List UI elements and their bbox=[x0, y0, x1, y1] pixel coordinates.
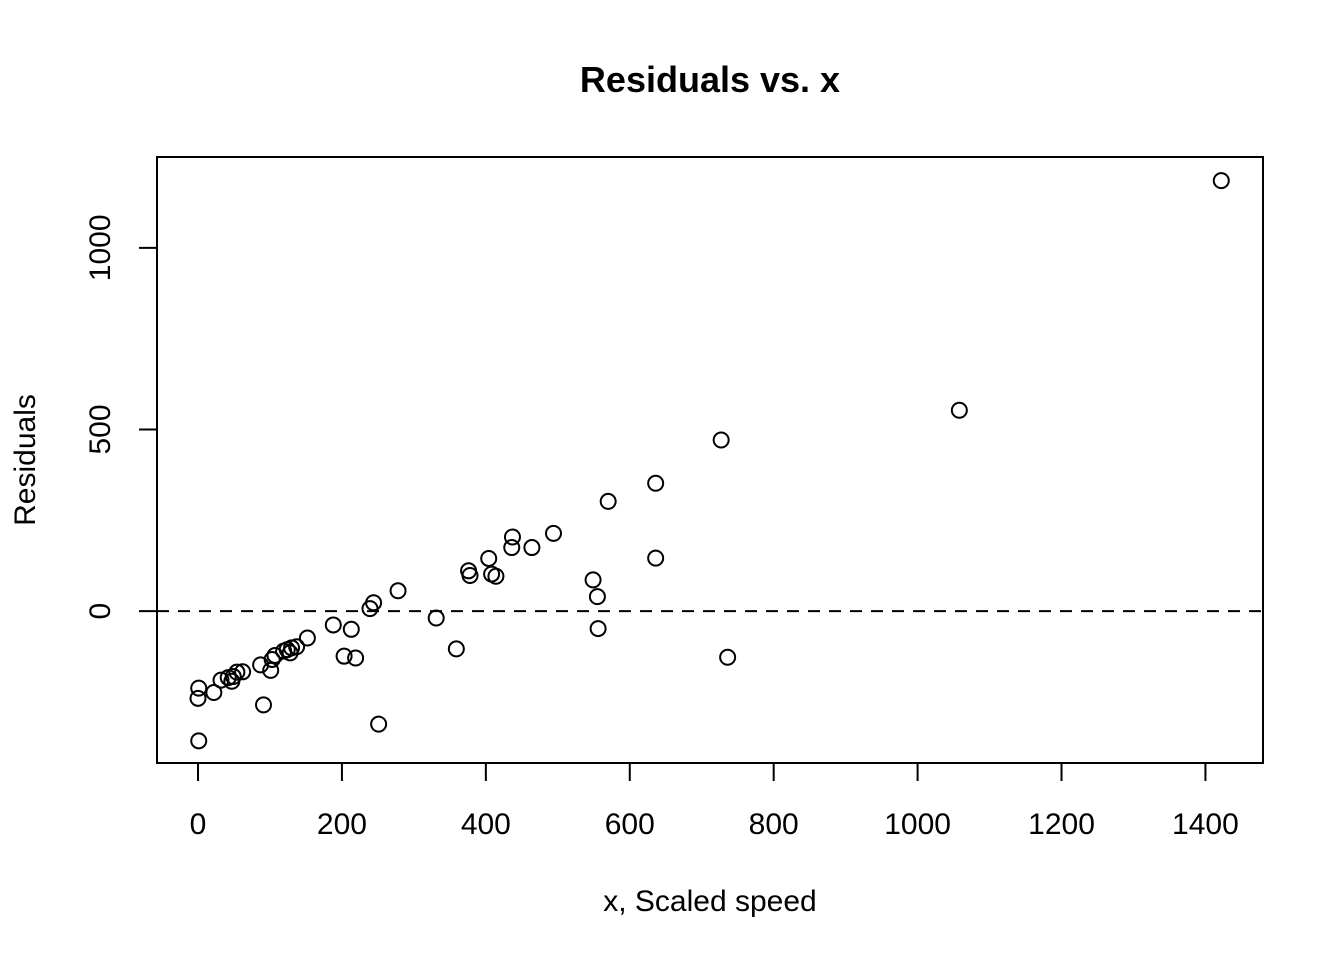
y-axis-label: Residuals bbox=[9, 394, 42, 526]
data-point bbox=[487, 567, 505, 585]
data-point bbox=[544, 524, 562, 542]
x-tick-label: 1200 bbox=[1028, 808, 1095, 841]
data-point bbox=[190, 679, 208, 697]
data-point bbox=[447, 640, 465, 658]
data-point bbox=[342, 620, 360, 638]
data-point bbox=[190, 732, 208, 750]
data-point bbox=[335, 647, 353, 665]
data-point bbox=[389, 582, 407, 600]
y-axis: 0 500 1000 bbox=[84, 214, 158, 620]
x-axis-label: x, Scaled speed bbox=[603, 885, 816, 918]
x-tick-label: 1000 bbox=[884, 808, 951, 841]
data-point bbox=[1212, 172, 1230, 190]
data-point bbox=[189, 689, 207, 707]
data-point bbox=[370, 715, 388, 733]
data-point bbox=[950, 401, 968, 419]
data-point bbox=[298, 629, 316, 647]
data-point bbox=[712, 431, 730, 449]
data-point bbox=[212, 671, 230, 689]
data-point bbox=[262, 661, 280, 679]
data-point bbox=[589, 620, 607, 638]
x-axis: 0 200 400 600 800 1000 1200 1400 bbox=[190, 762, 1239, 841]
data-point bbox=[205, 684, 223, 702]
data-point bbox=[599, 492, 617, 510]
y-tick-label: 500 bbox=[84, 404, 117, 454]
data-point bbox=[254, 696, 272, 714]
x-tick-label: 1400 bbox=[1172, 808, 1239, 841]
data-point bbox=[427, 609, 445, 627]
data-point bbox=[228, 663, 246, 681]
data-point bbox=[288, 638, 306, 656]
plot-frame bbox=[156, 156, 1264, 764]
x-tick-label: 800 bbox=[749, 808, 799, 841]
data-point bbox=[584, 571, 602, 589]
data-point bbox=[503, 539, 521, 557]
x-tick-label: 0 bbox=[190, 808, 207, 841]
data-point bbox=[480, 549, 498, 567]
data-point bbox=[719, 648, 737, 666]
y-tick-label: 0 bbox=[84, 603, 117, 620]
data-point bbox=[324, 616, 342, 634]
y-tick-label: 1000 bbox=[84, 214, 117, 281]
data-point bbox=[647, 474, 665, 492]
x-tick-label: 600 bbox=[605, 808, 655, 841]
data-point bbox=[523, 539, 541, 557]
chart-title: Residuals vs. x bbox=[580, 59, 840, 100]
data-point bbox=[224, 668, 242, 686]
data-point bbox=[263, 650, 281, 668]
data-point bbox=[647, 549, 665, 567]
x-tick-label: 400 bbox=[461, 808, 511, 841]
data-point bbox=[365, 594, 383, 612]
x-tick-label: 200 bbox=[317, 808, 367, 841]
data-point bbox=[347, 649, 365, 667]
data-point bbox=[461, 567, 479, 585]
data-points bbox=[189, 172, 1230, 750]
data-point bbox=[234, 663, 252, 681]
data-point bbox=[503, 528, 521, 546]
data-point bbox=[588, 588, 606, 606]
